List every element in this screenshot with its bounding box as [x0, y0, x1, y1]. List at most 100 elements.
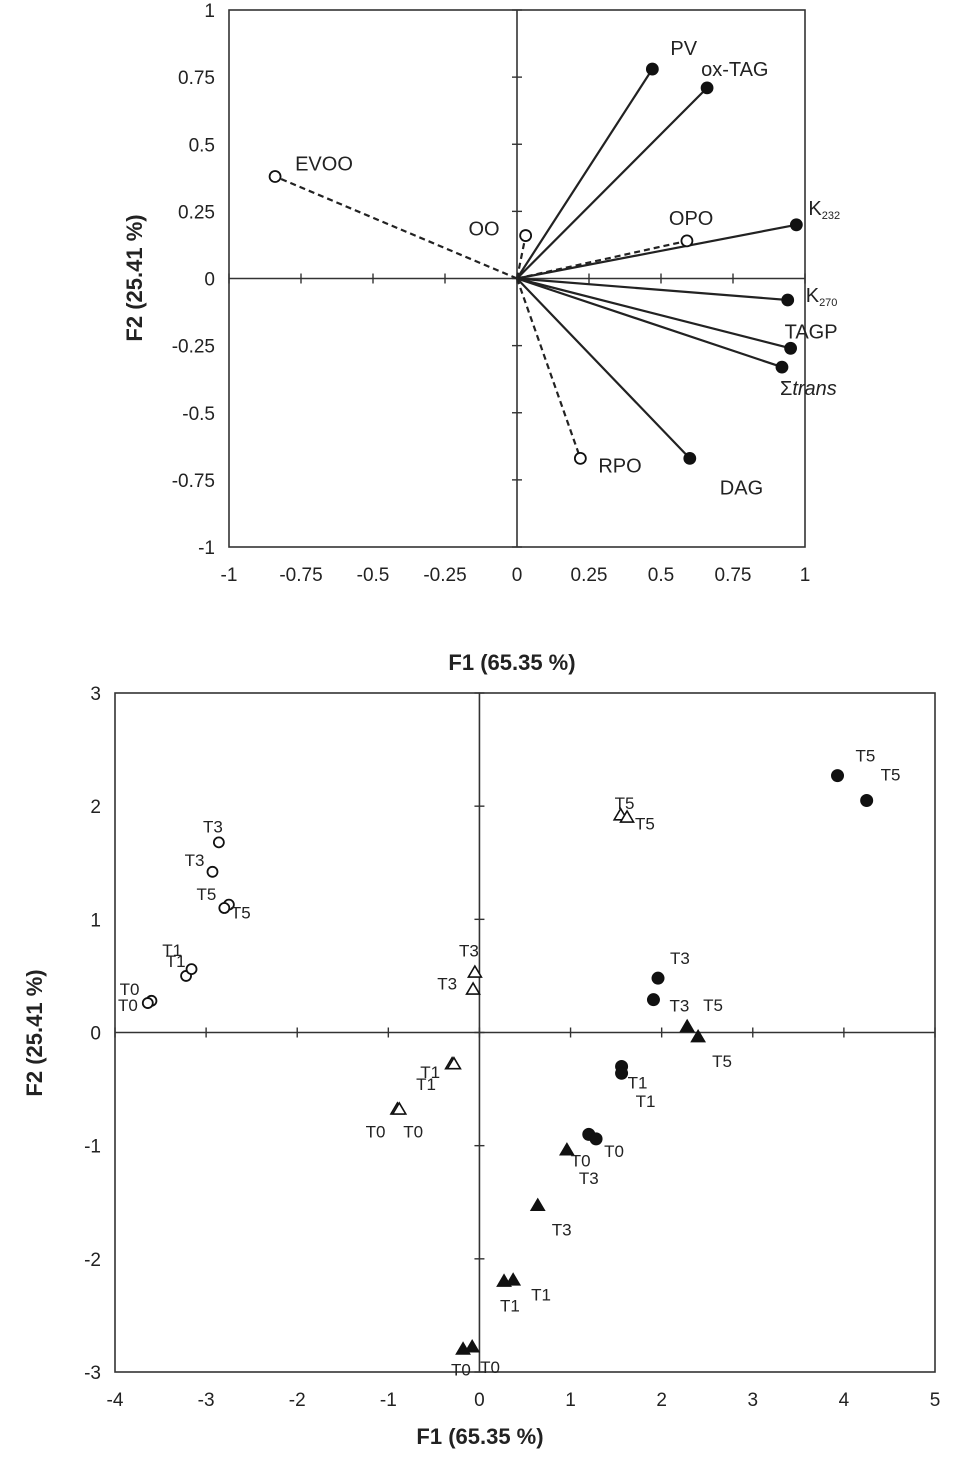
x-axis-tick-label: 0	[512, 565, 523, 586]
loading-point	[573, 451, 587, 465]
score-point-filled-circle	[831, 769, 845, 783]
loading-vector	[516, 68, 654, 280]
score-point-label: T5	[712, 1052, 732, 1071]
score-point-label: T1	[636, 1092, 656, 1111]
score-point-filled-triangle	[690, 1028, 707, 1043]
loading-vector	[516, 277, 691, 460]
score-point-label: T3	[185, 851, 205, 870]
x-axis-tick-label: -1	[380, 1390, 397, 1411]
loading-point	[268, 170, 282, 183]
x-axis-tick-label: 2	[656, 1390, 667, 1411]
score-point-label: T1	[500, 1296, 520, 1315]
loading-point	[789, 218, 803, 232]
x-axis-tick-label: -4	[107, 1390, 124, 1411]
y-axis-tick-label: 2	[90, 797, 101, 818]
score-point-open-triangle	[466, 964, 483, 978]
score-point-label: T5	[881, 766, 901, 785]
y-axis-tick-label: 3	[90, 684, 101, 705]
x-axis-tick-label: 1	[565, 1390, 576, 1411]
x-axis-tick-label: -0.5	[357, 565, 390, 586]
x-axis-tick-label: -2	[289, 1390, 306, 1411]
loading-label: PV	[670, 38, 697, 60]
loading-plot: -1 -0.75 -0.5 -0.25 0 0.25 0.5 0.75 1 1 0.75 0.5 0.2…	[172, 1, 840, 586]
score-point-filled-circle	[615, 1066, 629, 1080]
score-point-label: T5	[856, 747, 876, 766]
loading-point	[781, 293, 795, 307]
x-axis-tick-label: 0	[474, 1390, 485, 1411]
score-point-open-triangle	[465, 981, 481, 995]
score-point-label: T5	[615, 794, 635, 813]
y-axis-tick-label: 0.5	[189, 135, 215, 156]
loading-label: TAGP	[785, 321, 838, 343]
loading-label: K232	[808, 198, 840, 222]
loading-point	[700, 81, 714, 95]
loading-label: EVOO	[295, 153, 353, 175]
y-axis-tick-label: -0.25	[172, 337, 215, 358]
score-point-label: T3	[579, 1169, 599, 1188]
loading-label: Σtrans	[780, 378, 837, 400]
loading-vector	[516, 277, 788, 302]
score-point-filled-circle	[646, 993, 660, 1007]
score-point-open-triangle	[391, 1101, 408, 1115]
y-axis-tick-label: -1	[84, 1137, 101, 1158]
score-point-open-triangle	[619, 809, 635, 823]
score-point-filled-triangle	[464, 1339, 481, 1353]
loading-vector	[516, 223, 797, 280]
x-axis-tick-label: -0.75	[279, 565, 322, 586]
x-axis-tick-label: -1	[221, 565, 238, 586]
score-point-label: T5	[703, 996, 723, 1015]
y-axis-tick-label: 0.25	[178, 202, 215, 223]
score-point-filled-circle	[651, 971, 665, 985]
y-axis-tick-label: -3	[84, 1363, 101, 1384]
score-plot-x-axis-title: F1 (65.35 %)	[416, 1424, 543, 1449]
score-point-label: T0	[366, 1122, 386, 1141]
loading-vector	[515, 235, 527, 279]
score-point-label: T1	[420, 1063, 440, 1082]
score-point-open-circle	[185, 963, 198, 976]
score-point-label: T0	[571, 1151, 591, 1170]
score-point-label: T3	[203, 817, 223, 836]
score-point-filled-triangle	[505, 1272, 522, 1286]
score-point-label: T0	[480, 1358, 500, 1377]
score-point-open-circle	[206, 865, 219, 878]
score-point-open-triangle	[446, 1056, 462, 1070]
score-point-filled-triangle	[559, 1142, 575, 1156]
loading-plot-x-axis-title: F1 (65.35 %)	[448, 650, 575, 675]
loading-vector	[516, 277, 791, 350]
loading-vector	[516, 87, 708, 280]
x-axis-tick-label: 3	[747, 1390, 758, 1411]
score-plot: -4 -3 -2 -1 0 1 2 3 4 53210-1-2-3T0T0T1T1T3T3T5T5…	[84, 684, 940, 1411]
score-point-label: T0	[120, 980, 140, 999]
y-axis-tick-label: -0.5	[182, 404, 215, 425]
x-axis-tick-label: 5	[930, 1390, 941, 1411]
score-point-label: T1	[628, 1073, 648, 1092]
loading-label: ox-TAG	[701, 59, 768, 81]
x-axis-tick-label: 4	[839, 1390, 850, 1411]
loading-point	[775, 360, 789, 374]
y-axis-tick-label: 0.75	[178, 68, 215, 89]
score-point-label: T5	[231, 904, 251, 923]
loading-point	[683, 451, 697, 465]
loading-vector	[516, 277, 783, 369]
y-axis-tick-label: -0.75	[172, 471, 215, 492]
score-point-filled-triangle	[529, 1197, 546, 1211]
y-axis-tick-label: 1	[204, 1, 215, 22]
loading-vector	[274, 175, 518, 280]
y-axis-tick-label: -2	[84, 1250, 101, 1271]
score-point-label: T3	[670, 949, 690, 968]
loading-label: OPO	[669, 208, 713, 230]
score-point-label: T1	[416, 1075, 436, 1094]
score-point-label: T5	[196, 885, 216, 904]
score-point-open-circle	[141, 997, 154, 1009]
x-axis-tick-label: -0.25	[423, 565, 466, 586]
score-point-label: T0	[403, 1122, 423, 1141]
y-axis-tick-label: 0	[204, 270, 215, 291]
loading-point	[645, 62, 659, 76]
loading-label: K270	[806, 285, 838, 309]
loading-label: RPO	[598, 455, 641, 477]
y-axis-tick-label: -1	[198, 538, 215, 559]
y-axis-tick-label: 1	[90, 910, 101, 931]
x-axis-tick-label: 0.5	[648, 565, 674, 586]
score-point-label: T1	[162, 941, 182, 960]
